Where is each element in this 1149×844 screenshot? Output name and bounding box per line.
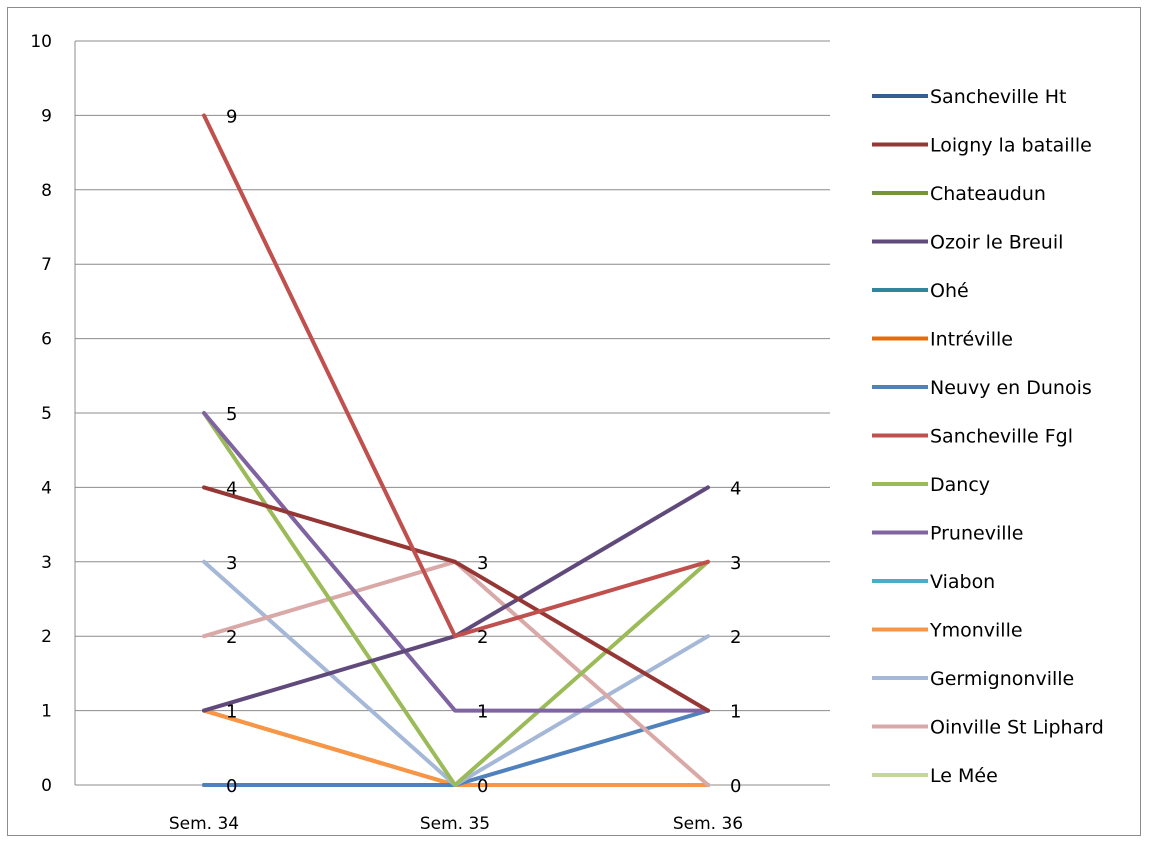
series-line [202,708,710,787]
data-label: 0 [730,776,741,797]
legend: Sancheville Ht Loigny la bataille Chateaud… [872,86,1104,787]
legend-label: Ohé [930,280,969,302]
y-tick-label: 1 [41,702,52,722]
y-tick-label: 0 [41,776,52,796]
data-label: 3 [477,553,488,574]
data-label: 1 [730,702,741,723]
y-tick-label: 9 [41,106,52,126]
series-line [202,708,710,787]
y-tick-label: 2 [41,627,52,647]
series-line [202,485,710,713]
legend-label: Le Mée [930,765,998,787]
y-tick-label: 5 [41,404,52,424]
data-label: 4 [730,478,741,499]
data-label: 3 [226,553,237,574]
legend-label: Germignonville [930,668,1074,690]
x-tick-label: Sem. 35 [420,814,490,834]
data-label: 0 [226,776,237,797]
legend-label: Sancheville Fgl [930,426,1073,448]
gridlines [74,40,830,786]
y-tick-label: 7 [41,255,52,275]
x-tick-label: Sem. 34 [169,814,239,834]
legend-label: Ozoir le Breuil [930,232,1063,254]
legend-label: Oinville St Liphard [930,717,1104,739]
series-line [202,559,710,787]
legend-label: Sancheville Ht [930,86,1066,108]
series-lines [202,113,710,787]
series-line [202,559,710,787]
x-tick-label: Sem. 36 [673,814,743,834]
data-labels: 9 5 4 3 2 1 0 3 2 1 0 4 3 2 1 0 [226,106,741,797]
data-label: 1 [477,702,488,723]
data-label: 1 [226,702,237,723]
data-label: 2 [226,627,237,648]
y-tick-label: 8 [41,181,52,201]
series-line [202,708,710,787]
data-label: 2 [730,627,741,648]
series-line [202,411,710,787]
legend-label: Intréville [930,329,1013,351]
y-axis-tick-labels: 0 1 2 3 4 5 6 7 8 9 10 [30,32,52,796]
data-label: 0 [477,776,488,797]
legend-label: Dancy [930,474,990,496]
legend-label: Ymonville [929,620,1023,642]
y-tick-label: 10 [30,32,52,52]
legend-label: Viabon [930,571,995,593]
x-axis-tick-labels: Sem. 34 Sem. 35 Sem. 36 [169,814,743,834]
y-tick-label: 4 [41,478,52,498]
series-line [202,485,710,713]
data-label: 9 [226,106,237,127]
y-tick-label: 3 [41,553,52,573]
data-label: 3 [730,553,741,574]
series-line [202,113,710,639]
legend-label: Pruneville [930,523,1023,545]
y-tick-label: 6 [41,330,52,350]
legend-label: Loigny la bataille [930,135,1092,157]
legend-label: Neuvy en Dunois [930,377,1092,399]
data-label: 2 [477,627,488,648]
data-label: 4 [226,478,237,499]
legend-label: Chateaudun [930,183,1046,205]
chart-area [7,7,1141,836]
data-label: 5 [226,404,237,425]
